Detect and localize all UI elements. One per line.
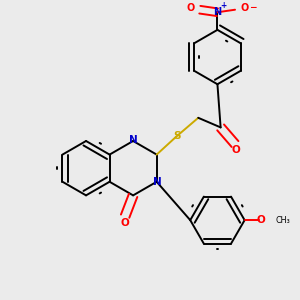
Text: O: O — [186, 3, 194, 14]
Text: O: O — [241, 3, 249, 14]
Text: N: N — [129, 135, 137, 145]
Text: CH₃: CH₃ — [276, 216, 290, 225]
Text: N: N — [153, 177, 162, 187]
Text: −: − — [249, 3, 257, 12]
Text: S: S — [173, 131, 181, 141]
Text: O: O — [232, 145, 241, 155]
Text: O: O — [120, 218, 129, 228]
Text: N: N — [213, 7, 221, 16]
Text: O: O — [256, 215, 265, 226]
Text: +: + — [220, 1, 226, 10]
